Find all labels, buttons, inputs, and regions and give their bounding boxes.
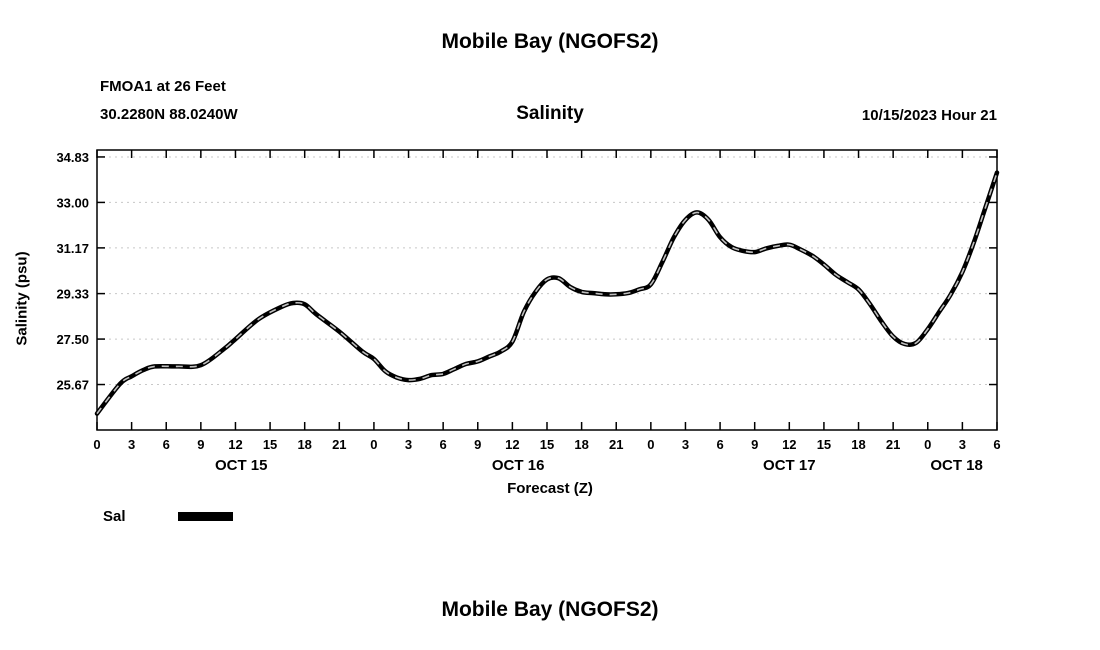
legend-series-label: Sal xyxy=(103,508,126,525)
x-tick-label: 15 xyxy=(540,437,554,452)
station-coordinates-label: 30.2280N 88.0240W xyxy=(100,106,238,123)
x-tick-label: 9 xyxy=(751,437,758,452)
x-date-label: OCT 17 xyxy=(763,457,816,474)
forecast-cycle-label: 10/15/2023 Hour 21 xyxy=(861,107,997,124)
y-tick-label: 31.17 xyxy=(56,241,89,256)
footer-title: Mobile Bay (NGOFS2) xyxy=(441,598,659,621)
x-tick-label: 6 xyxy=(163,437,170,452)
salinity-line-dash-overlay xyxy=(96,172,998,415)
x-tick-label: 21 xyxy=(886,437,900,452)
x-tick-label: 3 xyxy=(959,437,966,452)
legend-line-swatch xyxy=(177,512,233,521)
x-tick-label: 9 xyxy=(474,437,481,452)
x-tick-label: 12 xyxy=(228,437,242,452)
x-tick-label: 3 xyxy=(682,437,689,452)
x-tick-label: 3 xyxy=(128,437,135,452)
x-axis-label: Forecast (Z) xyxy=(507,480,593,497)
x-tick-label: 6 xyxy=(716,437,723,452)
x-date-label: OCT 18 xyxy=(930,457,983,474)
x-date-label: OCT 15 xyxy=(215,457,268,474)
y-tick-label: 29.33 xyxy=(56,287,89,302)
x-tick-label: 18 xyxy=(297,437,311,452)
page-title: Mobile Bay (NGOFS2) xyxy=(441,30,659,53)
x-tick-label: 9 xyxy=(197,437,204,452)
x-tick-label: 0 xyxy=(924,437,931,452)
y-tick-label: 33.00 xyxy=(56,195,89,210)
x-tick-label: 15 xyxy=(263,437,277,452)
legend: Sal xyxy=(103,508,233,525)
x-tick-label: 18 xyxy=(851,437,865,452)
y-tick-label: 34.83 xyxy=(56,150,89,165)
x-tick-label: 15 xyxy=(817,437,831,452)
x-tick-label: 0 xyxy=(370,437,377,452)
y-tick-label: 27.50 xyxy=(56,332,89,347)
x-tick-label: 18 xyxy=(574,437,588,452)
x-tick-label: 6 xyxy=(440,437,447,452)
x-tick-label: 0 xyxy=(93,437,100,452)
x-tick-label: 12 xyxy=(505,437,519,452)
station-name-label: FMOA1 at 26 Feet xyxy=(100,78,226,95)
x-tick-label: 3 xyxy=(405,437,412,452)
chart-title: Salinity xyxy=(516,103,584,124)
x-tick-label: 12 xyxy=(782,437,796,452)
x-tick-label: 21 xyxy=(609,437,623,452)
x-tick-label: 21 xyxy=(332,437,346,452)
y-tick-label: 25.67 xyxy=(56,378,89,393)
x-tick-label: 0 xyxy=(647,437,654,452)
x-tick-label: 6 xyxy=(993,437,1000,452)
x-date-label: OCT 16 xyxy=(492,457,545,474)
